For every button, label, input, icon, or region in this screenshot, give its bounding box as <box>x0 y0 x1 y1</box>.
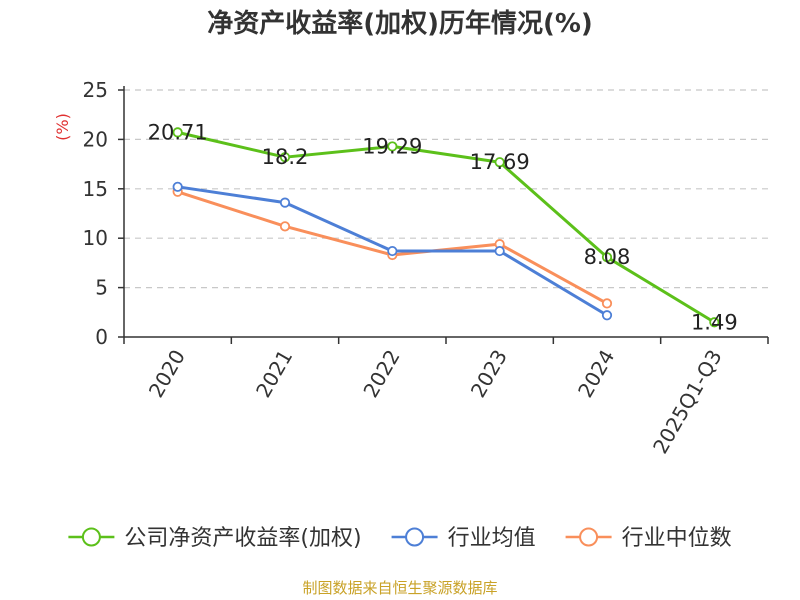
x-tick-label-2025Q1-Q3: 2025Q1-Q3 <box>648 346 727 458</box>
y-tick-label-10: 10 <box>83 226 108 250</box>
series-0-point-4 <box>601 252 613 263</box>
data-label-2024: 8.08 <box>584 245 631 269</box>
x-tick-label-2023: 2023 <box>466 345 512 401</box>
y-tick-label-5: 5 <box>95 276 108 300</box>
series-0-point-2 <box>387 141 398 152</box>
legend-label-1: 行业均值 <box>448 526 536 551</box>
y-axis-label: (%) <box>53 113 72 141</box>
legend-item-0[interactable]: 公司净资产收益率(加权) <box>68 526 362 551</box>
y-tick-label-20: 20 <box>83 127 108 151</box>
series-2-point-4 <box>601 298 613 309</box>
legend-marker-1 <box>405 527 425 547</box>
series-2-point-1 <box>279 221 291 232</box>
data-labels: 20.71 18.2 19.29 17.69 8.08 1.49 <box>148 120 738 334</box>
legend-item-2[interactable]: 行业中位数 <box>565 526 732 551</box>
legend-item-1[interactable]: 行业均值 <box>391 526 536 551</box>
legend-marker-2 <box>579 527 599 547</box>
series-layer <box>172 127 720 328</box>
y-tick-label-0: 0 <box>95 325 108 349</box>
legend-label-0: 公司净资产收益率(加权) <box>124 526 361 551</box>
series-0-point-3 <box>494 157 505 168</box>
series-line-0 <box>176 130 716 324</box>
x-axis-ticks: 2020 2021 2022 2023 2024 2025Q1-Q3 <box>123 337 769 458</box>
grid-lines <box>124 89 768 289</box>
axes <box>123 86 768 338</box>
data-label-2022: 19.29 <box>362 134 422 158</box>
series-0-point-0 <box>172 127 183 138</box>
y-axis-ticks: 0 5 10 15 20 25 <box>83 78 124 349</box>
legend-label-2: 行业中位数 <box>622 526 732 551</box>
legend-marker-0 <box>81 527 101 547</box>
x-tick-label-2022: 2022 <box>358 346 404 402</box>
x-tick-label-2024: 2024 <box>573 346 619 402</box>
series-1-point-4 <box>601 310 613 321</box>
y-tick-label-15: 15 <box>83 177 108 201</box>
series-1-point-0 <box>172 181 183 192</box>
x-tick-label-2020: 2020 <box>144 346 190 402</box>
series-1-point-2 <box>387 245 398 257</box>
data-label-2021: 18.2 <box>262 145 309 169</box>
data-label-2023: 17.69 <box>470 150 530 174</box>
chart-title: 净资产收益率(加权)历年情况(%) <box>207 8 593 39</box>
legend[interactable]: 公司净资产收益率(加权) 行业均值 行业中位数 <box>68 526 732 551</box>
data-label-2020: 20.71 <box>148 120 208 144</box>
series-1-point-3 <box>494 245 505 257</box>
x-tick-label-2021: 2021 <box>251 346 297 402</box>
data-label-2025Q1-Q3: 1.49 <box>691 310 738 334</box>
series-0-point-5 <box>709 317 720 328</box>
series-1-point-1 <box>279 197 291 208</box>
source-note: 制图数据来自恒生聚源数据库 <box>302 579 497 597</box>
y-tick-label-25: 25 <box>83 78 108 102</box>
series-0-point-1 <box>279 152 291 163</box>
